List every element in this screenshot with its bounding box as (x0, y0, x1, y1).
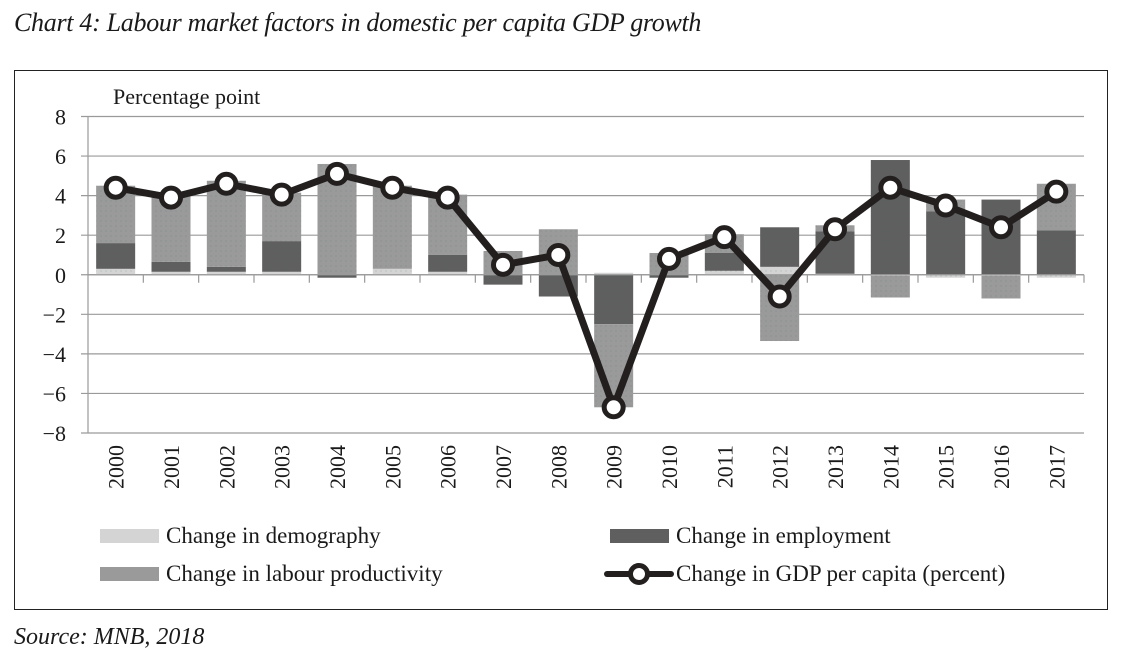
y-tick-label: 0 (55, 263, 66, 288)
x-tick-label: 2008 (546, 445, 571, 489)
legend-line-marker-icon (604, 563, 674, 585)
x-tick-label: 2001 (159, 445, 184, 489)
bar-texture (594, 274, 634, 325)
gdp-point (214, 171, 239, 196)
bar-texture (206, 266, 246, 272)
gdp-point (325, 161, 349, 186)
y-tick-label: 6 (55, 144, 66, 169)
x-tick-label: 2006 (436, 445, 461, 489)
bar-texture (704, 252, 744, 271)
y-tick-label: −4 (43, 342, 66, 367)
bar-texture (151, 271, 191, 275)
y-tick-label: 4 (55, 184, 66, 209)
legend-label: Change in labour productivity (166, 561, 443, 586)
bar-texture (483, 274, 523, 285)
y-tick-label: −6 (43, 381, 66, 406)
bar-texture (262, 241, 302, 272)
legend-item-demography: Change in demography (100, 523, 381, 549)
chart-title: Chart 4: Labour market factors in domest… (14, 8, 702, 37)
bar-texture (649, 274, 689, 278)
legend-swatch-demography (100, 529, 159, 543)
x-tick-label: 2011 (712, 445, 737, 488)
gdp-point (657, 246, 681, 271)
bar-texture (428, 254, 468, 272)
x-tick-label: 2002 (214, 445, 239, 489)
legend-swatch-productivity (100, 567, 159, 581)
bar-texture (428, 271, 468, 275)
x-tick-label: 2013 (823, 445, 848, 489)
gdp-point (435, 185, 460, 210)
gdp-point (712, 225, 737, 250)
bar-texture (704, 270, 744, 275)
x-tick-label: 2007 (491, 445, 516, 489)
gdp-point (878, 175, 903, 200)
x-tick-label: 2010 (657, 445, 682, 489)
bar-texture (262, 271, 302, 275)
gdp-point (103, 175, 128, 200)
bar-texture (870, 275, 910, 298)
x-tick-label: 2004 (325, 445, 350, 489)
chart-frame (14, 70, 1108, 610)
gdp-point (601, 395, 626, 420)
bar-texture (151, 261, 191, 272)
gdp-point (989, 215, 1013, 240)
bar-texture (317, 274, 357, 278)
gdp-point (767, 284, 792, 309)
gdp-point (823, 217, 847, 242)
x-axis-ticks: 2000 2001 2002 2003 2004 2005 2006 2007 2008 2009… (104, 445, 1070, 489)
bar-texture (96, 268, 136, 275)
legend-swatch-employment (610, 529, 669, 543)
axes (87, 116, 1085, 433)
x-tick-label: 2014 (878, 445, 903, 489)
bar-texture (760, 266, 800, 275)
bar-texture (594, 272, 634, 275)
gdp-line-path (115, 170, 1059, 411)
gdp-point (269, 182, 294, 207)
x-tick-label: 2003 (270, 445, 295, 489)
bar-texture (372, 268, 412, 275)
bar-texture (926, 274, 966, 278)
x-tick-label: 2009 (602, 445, 627, 489)
gdp-point (546, 242, 571, 267)
gdp-point (380, 175, 405, 200)
bar-texture (926, 211, 966, 275)
x-tick-label: 2016 (989, 445, 1014, 489)
legend-label: Change in GDP per capita (percent) (676, 561, 1006, 586)
legend-label: Change in demography (166, 523, 381, 548)
gdp-point (491, 252, 515, 277)
x-tick-label: 2015 (934, 445, 959, 489)
legend-label: Change in employment (676, 523, 891, 548)
legend-item-gdp: Change in GDP per capita (percent) (604, 561, 1005, 587)
source-note: Source: MNB, 2018 (14, 624, 205, 650)
bars (96, 160, 1076, 408)
legend-item-employment: Change in employment (610, 523, 891, 549)
bar-texture (981, 275, 1021, 299)
y-tick-label: −2 (43, 302, 66, 327)
y-tick-label: −8 (43, 421, 66, 446)
x-tick-label: 2017 (1044, 445, 1069, 489)
bar-texture (1036, 230, 1076, 275)
gdp-point (1044, 179, 1069, 204)
gdp-point (159, 185, 183, 210)
y-axis-ticks: 8 6 4 2 0 −2 −4 −6 −8 (43, 105, 66, 447)
x-tick-label: 2012 (768, 445, 793, 489)
y-tick-label: 2 (55, 223, 66, 248)
x-tick-label: 2005 (380, 445, 405, 489)
gdp-point (933, 193, 958, 218)
bar-texture (96, 243, 136, 269)
legend-item-productivity: Change in labour productivity (100, 561, 443, 587)
x-tick-label: 2000 (104, 445, 129, 489)
gdp-line (103, 161, 1069, 420)
y-axis-label: Percentage point (113, 84, 260, 109)
bar-texture (760, 227, 800, 267)
bar-texture (1036, 274, 1076, 278)
bar-texture (206, 271, 246, 275)
y-tick-label: 8 (55, 105, 66, 130)
